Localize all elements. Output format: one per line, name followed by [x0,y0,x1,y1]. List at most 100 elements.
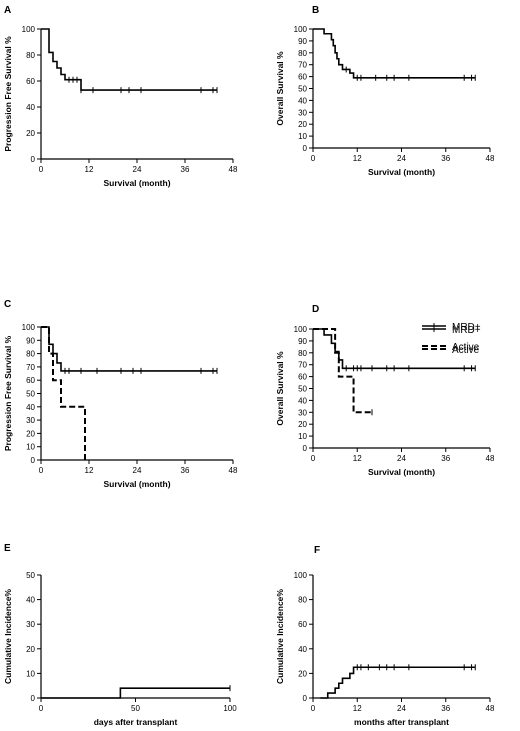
series-line-mrd- [41,326,217,372]
y-tick-label: 0 [31,456,36,465]
y-axis-title: Cumulative Incidence% [3,589,13,684]
y-tick-label: 60 [298,73,307,82]
legend-label: MRD+ [452,322,481,333]
y-tick-label: 20 [26,129,35,138]
y-tick-label: 0 [303,444,308,453]
x-axis-title: Survival (month) [368,167,435,177]
y-tick-label: 60 [298,373,307,382]
y-tick-label: 50 [298,385,307,394]
y-tick-label: 80 [298,596,307,605]
y-tick-label: 30 [26,416,35,425]
y-tick-label: 10 [298,132,307,141]
y-tick-label: 10 [26,669,35,678]
y-tick-label: 30 [298,408,307,417]
y-tick-label: 20 [26,429,35,438]
y-tick-label: 70 [26,363,35,372]
x-tick-label: 12 [85,466,94,475]
y-tick-label: 50 [26,390,35,399]
y-tick-label: 100 [22,323,36,332]
y-tick-label: 40 [298,396,307,405]
y-axis-title: Progression Free Survival % [3,335,13,451]
y-tick-label: 50 [26,571,35,580]
y-tick-label: 100 [22,25,36,34]
series-line-mrd- [313,328,476,370]
panel-letter: C [4,299,11,310]
series-line-active [41,326,86,460]
x-tick-label: 0 [39,704,44,713]
y-axis-title: Progression Free Survival % [3,36,13,152]
x-tick-label: 36 [441,704,450,713]
series-line-main [41,687,230,699]
y-tick-label: 10 [26,443,35,452]
y-tick-label: 40 [26,403,35,412]
x-tick-label: 36 [181,466,190,475]
panel-letter: F [314,545,320,556]
x-tick-label: 48 [486,704,495,713]
chart-panel-e: E 0 10 20 30 40 50 0 50 100 days after transplant C… [3,543,237,727]
x-tick-label: 24 [133,466,142,475]
chart-panel-b: B 0 10 20 30 40 50 60 70 80 90 100 0 12 24 36 48 Survival… [275,5,495,177]
y-tick-label: 70 [298,61,307,70]
y-tick-label: 40 [298,96,307,105]
y-tick-label: 40 [26,103,35,112]
series-line-main [41,28,217,91]
chart-panel-a: A 0 20 40 60 80 100 0 12 24 36 48 Survival (month) Pr… [3,5,238,188]
y-tick-label: 80 [26,350,35,359]
x-tick-label: 12 [353,704,362,713]
y-tick-label: 10 [298,432,307,441]
x-tick-label: 36 [441,154,450,163]
y-tick-label: 0 [31,155,36,164]
y-axis-title: Overall Survival % [275,51,285,126]
y-tick-label: 60 [26,77,35,86]
y-tick-label: 20 [298,120,307,129]
y-tick-label: 20 [26,645,35,654]
panel-letter: A [4,5,11,16]
y-tick-label: 60 [26,376,35,385]
y-tick-label: 90 [298,337,307,346]
y-tick-label: 100 [294,325,308,334]
legend-label: MRD+ [452,325,481,336]
x-tick-label: 48 [229,466,238,475]
x-tick-label: 50 [131,704,140,713]
y-tick-label: 40 [298,645,307,654]
y-tick-label: 80 [298,349,307,358]
x-tick-label: 100 [223,704,237,713]
series-line-main [313,28,476,79]
y-tick-label: 20 [298,669,307,678]
y-tick-label: 70 [298,361,307,370]
y-tick-label: 90 [298,37,307,46]
chart-panel-d: D 0 10 20 30 40 50 60 70 80 90 100 0 12 24 36 48 Survival… [275,304,495,477]
y-tick-label: 60 [298,620,307,629]
x-tick-label: 12 [353,454,362,463]
x-axis-title: Survival (month) [368,467,435,477]
y-axis-title: Overall Survival % [275,351,285,426]
y-tick-label: 0 [303,144,308,153]
panel-letter: D [312,304,319,315]
y-tick-label: 90 [26,336,35,345]
x-tick-label: 24 [397,154,406,163]
y-tick-label: 100 [294,571,308,580]
x-tick-label: 0 [311,704,316,713]
series-line-main [320,666,476,699]
legend-label: Active [452,345,480,356]
x-tick-label: 24 [397,704,406,713]
x-tick-label: 24 [133,165,142,174]
panel-letter: E [4,543,11,554]
x-tick-label: 12 [353,154,362,163]
y-tick-label: 50 [298,85,307,94]
y-tick-label: 20 [298,420,307,429]
legend-label: Active [452,342,480,353]
chart-panel-f: F 0 20 40 60 80 100 0 12 24 36 48 months after trans… [275,545,495,727]
x-tick-label: 0 [311,154,316,163]
y-tick-label: 80 [26,51,35,60]
y-tick-label: 0 [303,694,308,703]
x-tick-label: 0 [39,165,44,174]
y-tick-label: 100 [294,25,308,34]
x-tick-label: 0 [39,466,44,475]
x-axis-title: Survival (month) [103,479,170,489]
y-axis-title: Cumulative Incidence% [275,589,285,684]
x-tick-label: 36 [181,165,190,174]
x-tick-label: 48 [486,454,495,463]
